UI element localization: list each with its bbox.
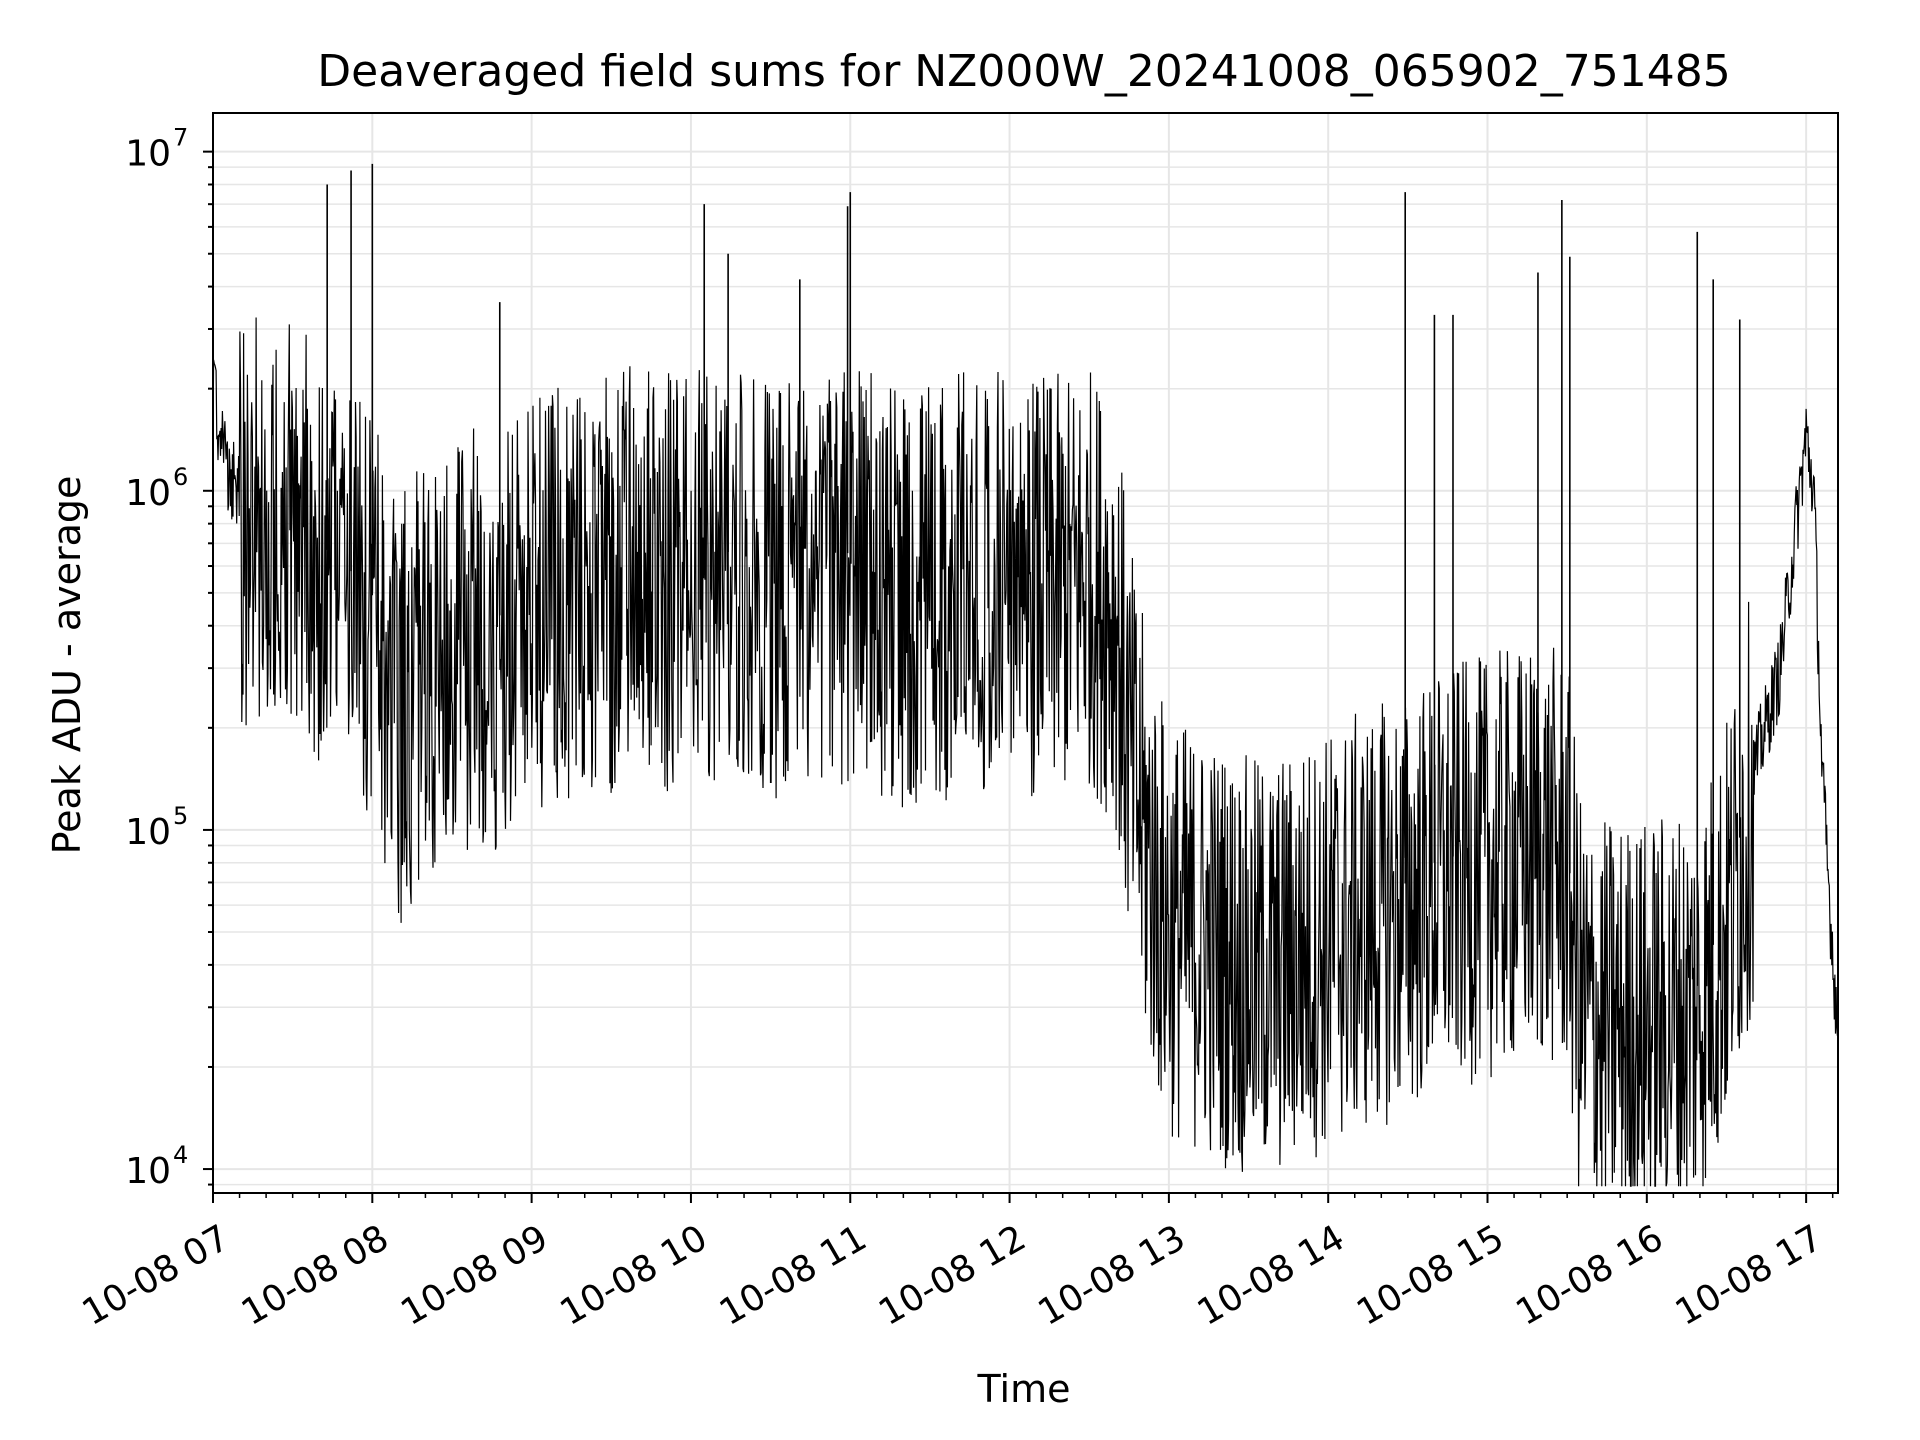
x-tick-label: 10-08 09	[394, 1217, 555, 1333]
y-tick-label: 10	[125, 1151, 171, 1192]
x-axis-label: Time	[977, 1367, 1071, 1411]
x-tick-label: 10-08 10	[554, 1217, 715, 1333]
x-tick-label: 10-08 17	[1669, 1217, 1830, 1333]
y-tick-exponent: 4	[173, 1141, 188, 1169]
y-tick-label: 10	[125, 812, 171, 853]
data-series	[212, 163, 1839, 1187]
y-axis-label: Peak ADU - average	[45, 476, 89, 855]
y-tick-exponent: 5	[173, 802, 188, 830]
y-tick-exponent: 6	[173, 463, 188, 491]
x-tick-label: 10-08 16	[1509, 1217, 1670, 1333]
x-tick-label: 10-08 13	[1032, 1217, 1193, 1333]
chart-title: Deaveraged field sums for NZ000W_2024100…	[317, 46, 1730, 97]
y-tick-label: 10	[125, 473, 171, 514]
x-tick-label: 10-08 15	[1350, 1217, 1511, 1333]
x-tick-label: 10-08 07	[76, 1217, 237, 1333]
y-tick-exponent: 7	[173, 124, 188, 152]
series-line	[212, 317, 1839, 1187]
x-tick-label: 10-08 11	[713, 1217, 874, 1333]
x-tick-label: 10-08 08	[235, 1217, 396, 1333]
x-tick-label: 10-08 12	[872, 1217, 1033, 1333]
x-tick-label: 10-08 14	[1191, 1217, 1352, 1333]
y-tick-label: 10	[125, 134, 171, 175]
plot-frame	[212, 112, 1839, 1194]
